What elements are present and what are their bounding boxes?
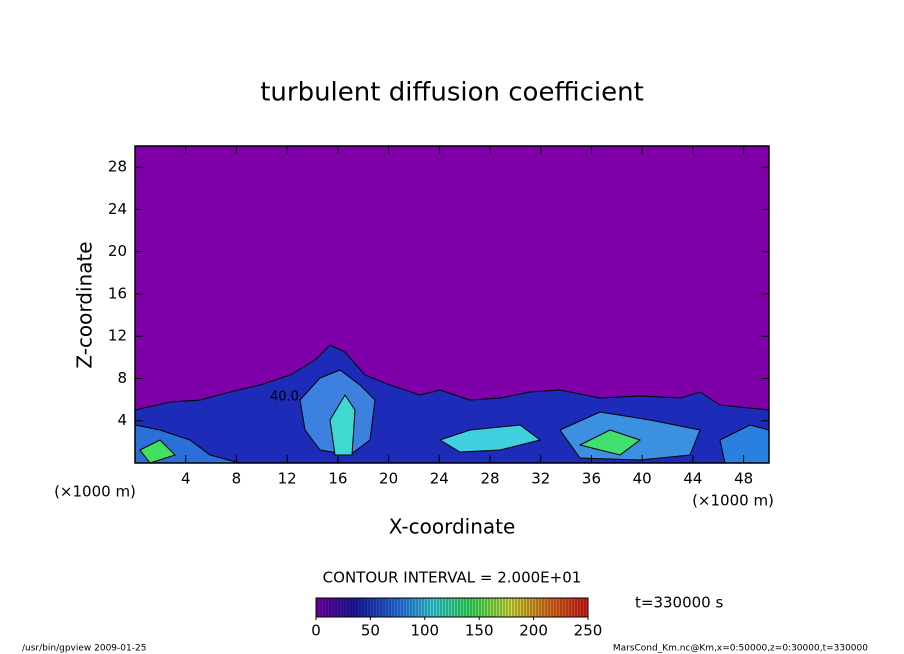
x-tick-label: 16 xyxy=(328,470,347,488)
x-tick-label: 28 xyxy=(480,470,499,488)
colorbar-tick-label: 0 xyxy=(311,622,321,640)
field-region xyxy=(578,429,642,456)
field-region xyxy=(329,394,356,456)
colorbar-tick-label: 250 xyxy=(574,622,603,640)
chart-title: turbulent diffusion coefficient xyxy=(260,78,644,108)
x-tick-label: 20 xyxy=(379,470,398,488)
footer-right: MarsCond_Km.nc@Km,x=0:50000,z=0:30000,t=… xyxy=(613,644,868,654)
colorbar-frame xyxy=(315,597,589,618)
colorbar-tick-label: 200 xyxy=(519,622,548,640)
colorbar-tick-label: 50 xyxy=(361,622,380,640)
colorbar-tick-label: 100 xyxy=(410,622,439,640)
contour-interval: CONTOUR INTERVAL = 2.000E+01 xyxy=(323,569,582,587)
x-tick-label: 40 xyxy=(633,470,652,488)
y-tick-label: 24 xyxy=(108,200,127,218)
x-tick-label: 4 xyxy=(181,470,191,488)
x-tick-label: 8 xyxy=(232,470,242,488)
field-region xyxy=(719,424,769,463)
y-tick-label: 28 xyxy=(108,158,127,176)
y-unit: (×1000 m) xyxy=(54,483,136,501)
colorbar-tick-label: 150 xyxy=(465,622,494,640)
y-tick-label: 8 xyxy=(117,369,127,387)
plot-frame xyxy=(134,145,770,464)
x-tick-label: 44 xyxy=(683,470,702,488)
x-tick-label: 48 xyxy=(734,470,753,488)
colorbar xyxy=(316,598,588,617)
x-axis-label: X-coordinate xyxy=(389,515,516,539)
footer-left: /usr/bin/gpview 2009-01-25 xyxy=(22,644,146,654)
contour-label: 40.0 xyxy=(270,390,299,405)
field xyxy=(135,344,769,463)
y-axis-label: Z-coordinate xyxy=(73,241,97,368)
colorbar-stripes xyxy=(317,598,586,617)
field-region xyxy=(139,439,176,463)
y-tick-label: 12 xyxy=(108,327,127,345)
y-tick-label: 20 xyxy=(108,242,127,260)
time-label: t=330000 s xyxy=(635,594,723,612)
x-tick-label: 12 xyxy=(278,470,297,488)
field-region xyxy=(438,424,542,453)
y-tick-label: 16 xyxy=(108,284,127,302)
y-tick-label: 4 xyxy=(117,411,127,429)
x-tick-label: 32 xyxy=(531,470,550,488)
x-unit: (×1000 m) xyxy=(692,492,774,510)
x-tick-label: 36 xyxy=(582,470,601,488)
x-tick-label: 24 xyxy=(430,470,449,488)
